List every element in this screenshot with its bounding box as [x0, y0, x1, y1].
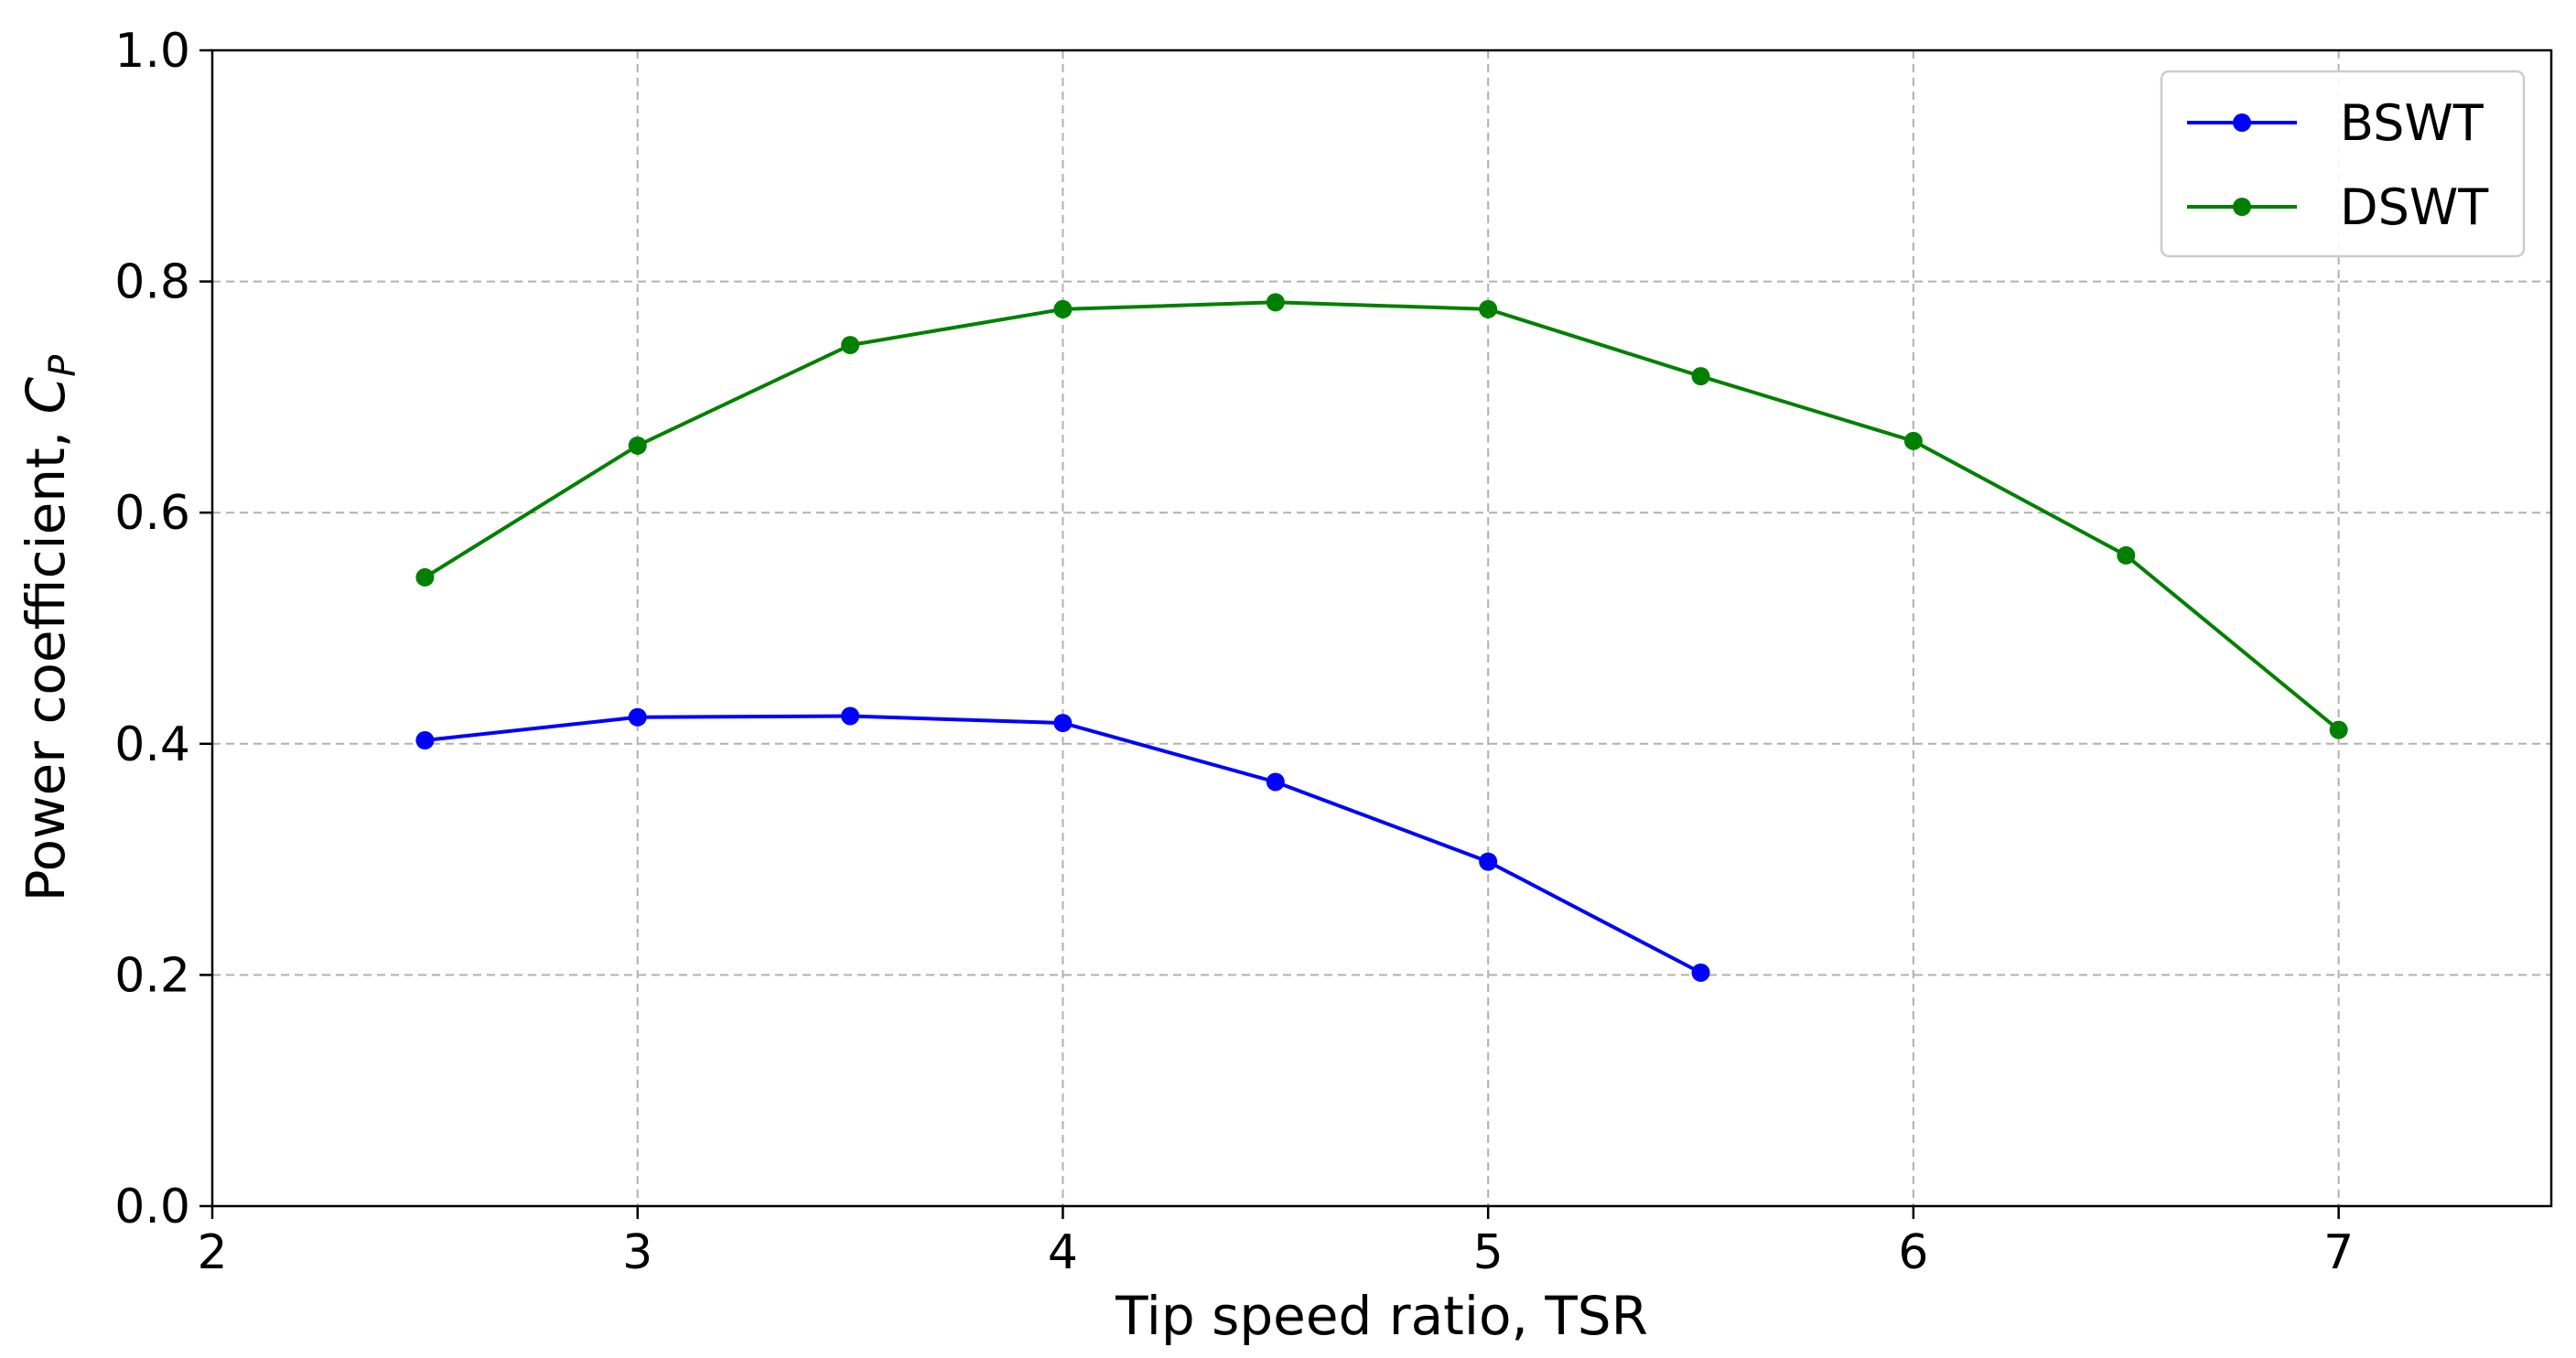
- data-point-dswt: [415, 567, 435, 587]
- y-tick-label: 0.8: [114, 255, 190, 310]
- data-series: [415, 293, 2348, 982]
- plot-frame: [210, 48, 2553, 1208]
- tick-labels: 2 3 4 5 6 7 0.0 0.2 0.4 0.6 0.8 1.0: [114, 24, 2354, 1280]
- series-line-dswt: [424, 300, 2340, 732]
- x-tick-label: 3: [622, 1225, 652, 1280]
- legend: BSWT DSWT: [2160, 70, 2526, 258]
- data-point-dswt: [1053, 299, 1072, 318]
- data-point-bswt: [1479, 852, 1498, 871]
- data-point-bswt: [1266, 772, 1285, 792]
- series-bswt: [415, 706, 1710, 982]
- x-tick-label: 5: [1473, 1225, 1504, 1280]
- data-point-dswt: [1691, 367, 1710, 386]
- y-axis-label-symbol: C: [15, 376, 77, 414]
- data-point-bswt: [628, 707, 647, 727]
- y-tick-label: 1.0: [114, 24, 190, 79]
- data-point-dswt: [1903, 431, 1923, 450]
- legend-label-bswt: BSWT: [2340, 94, 2484, 152]
- legend-marker-bswt: [2233, 113, 2251, 132]
- data-point-dswt: [841, 336, 860, 355]
- legend-item-dswt: DSWT: [2187, 178, 2489, 236]
- x-tick-label: 7: [2323, 1225, 2354, 1280]
- data-point-dswt: [2117, 545, 2136, 565]
- x-tick-label: 4: [1048, 1225, 1078, 1280]
- y-tick-label: 0.6: [114, 486, 190, 541]
- x-tick-label: 2: [197, 1225, 227, 1280]
- legend-marker-dswt: [2233, 198, 2251, 216]
- y-axis-label: Power coefficient, CP: [15, 354, 84, 902]
- y-tick-label: 0.2: [114, 948, 190, 1003]
- data-point-dswt: [2329, 720, 2348, 739]
- x-tick-label: 6: [1898, 1225, 1928, 1280]
- legend-box: [2160, 70, 2526, 258]
- data-point-dswt: [628, 436, 647, 455]
- data-point-dswt: [1479, 299, 1498, 318]
- y-tick-label: 0.4: [114, 717, 190, 772]
- legend-item-bswt: BSWT: [2187, 94, 2484, 152]
- y-axis-label-main: Power coefficient,: [15, 414, 77, 901]
- series-dswt: [415, 293, 2348, 739]
- axis-ticks: [199, 48, 2340, 1219]
- data-point-bswt: [841, 706, 860, 726]
- data-point-dswt: [1266, 293, 1285, 312]
- y-tick-label: 0.0: [114, 1180, 190, 1234]
- legend-label-dswt: DSWT: [2340, 178, 2489, 236]
- data-point-bswt: [1691, 963, 1710, 982]
- data-point-bswt: [1053, 714, 1072, 733]
- x-axis-label: Tip speed ratio, TSR: [1115, 1285, 1648, 1347]
- y-axis-label-subscript: P: [42, 354, 84, 377]
- data-point-bswt: [415, 731, 435, 750]
